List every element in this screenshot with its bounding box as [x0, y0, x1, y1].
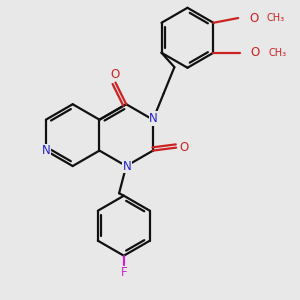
Text: N: N	[122, 160, 131, 172]
Text: O: O	[249, 11, 258, 25]
Text: F: F	[121, 266, 127, 279]
Text: O: O	[110, 68, 120, 81]
Text: N: N	[149, 112, 158, 125]
Text: N: N	[42, 144, 51, 157]
Text: O: O	[250, 46, 260, 59]
Text: CH₃: CH₃	[267, 13, 285, 23]
Text: O: O	[180, 141, 189, 154]
Text: CH₃: CH₃	[268, 48, 286, 58]
